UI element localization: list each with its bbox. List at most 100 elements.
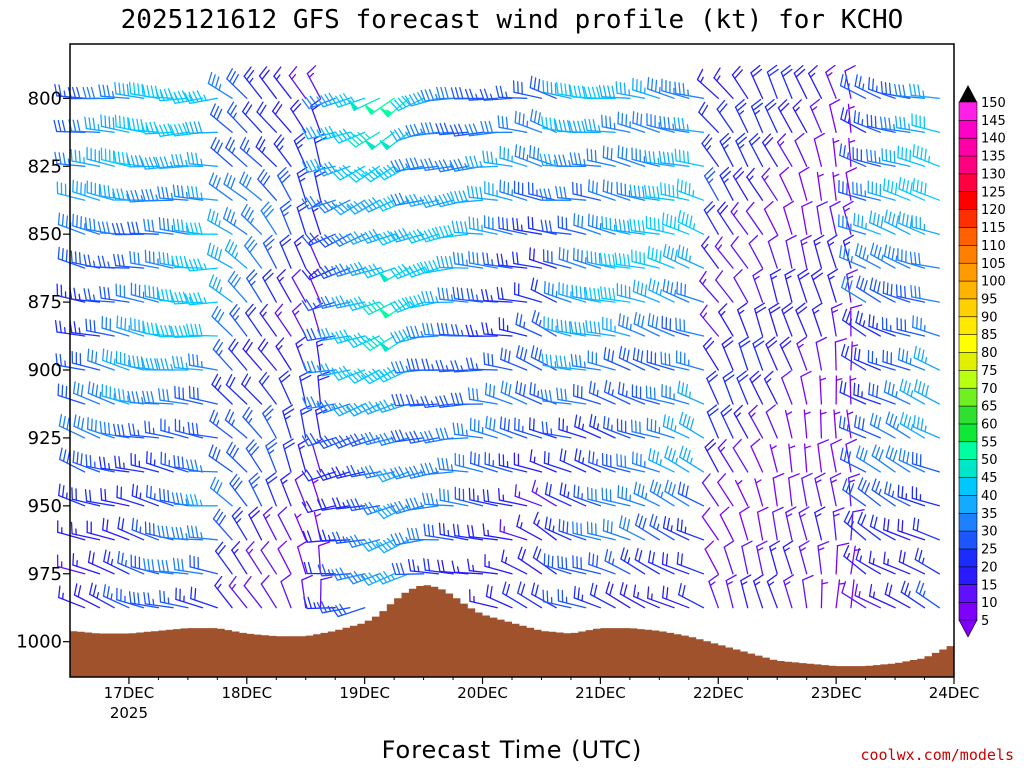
- barb-flag: [266, 476, 278, 485]
- credit-link[interactable]: coolwx.com/models: [860, 746, 1014, 764]
- barb-half-flag: [628, 89, 631, 97]
- barb-flag: [854, 243, 859, 256]
- wind-barb: [171, 355, 204, 371]
- wind-barb: [127, 390, 160, 405]
- barb-flag: [532, 546, 538, 559]
- barb-flag: [605, 216, 608, 230]
- barb-flag: [338, 166, 349, 177]
- wind-barb: [228, 338, 248, 371]
- barb-half-flag: [895, 391, 898, 399]
- barb-flag: [256, 101, 264, 113]
- barb-flag: [664, 183, 667, 196]
- barb-flag: [565, 557, 568, 570]
- barb-flag: [909, 251, 913, 265]
- barb-half-flag: [405, 163, 410, 170]
- barb-flag: [158, 217, 161, 230]
- barb-flag: [316, 297, 324, 309]
- barb-flag: [262, 506, 273, 516]
- barb-flag: [514, 144, 518, 157]
- barb-flag: [324, 93, 332, 105]
- colorbar-label: 110: [981, 239, 1006, 254]
- barb-flag: [653, 217, 656, 231]
- wind-barb: [231, 541, 248, 575]
- wind-barb: [717, 439, 734, 473]
- barb-flag: [132, 355, 136, 368]
- barb-flag: [331, 438, 340, 449]
- wind-barb: [529, 75, 557, 99]
- barb-flag: [916, 416, 920, 430]
- barb-flag: [573, 484, 576, 498]
- wind-barb: [570, 353, 602, 371]
- barb-flag: [869, 412, 874, 426]
- barb-flag: [531, 310, 536, 323]
- barb-flag: [156, 288, 161, 302]
- barb-flag: [656, 186, 660, 199]
- barb-flag: [713, 67, 721, 79]
- wind-barb: [788, 473, 800, 507]
- wind-barb: [589, 582, 616, 609]
- wind-barb: [701, 133, 719, 167]
- barb-flag: [681, 584, 686, 598]
- colorbar-swatch: [958, 441, 978, 460]
- barb-flag: [417, 294, 424, 306]
- barb-flag: [229, 104, 237, 116]
- wind-barb: [801, 472, 813, 507]
- wind-barb: [781, 370, 793, 405]
- barb-flag: [894, 182, 898, 196]
- wind-barb: [188, 385, 218, 405]
- barb-flag: [186, 323, 190, 336]
- colorbar-label: 70: [981, 382, 998, 397]
- barb-flag: [176, 219, 180, 232]
- wind-barb: [574, 448, 602, 473]
- barb-flag: [873, 414, 878, 428]
- barb-flag: [397, 265, 407, 277]
- barb-flag: [546, 590, 549, 604]
- wind-barb: [733, 404, 749, 439]
- barb-flag: [229, 473, 238, 485]
- barb-half-flag: [748, 175, 754, 182]
- barb-flag: [564, 320, 568, 334]
- barb-flag: [301, 300, 310, 312]
- barb-half-flag: [732, 209, 738, 216]
- barb-flag: [885, 445, 891, 458]
- barb-half-flag: [78, 327, 81, 335]
- barb-half-flag: [858, 591, 861, 598]
- barb-flag: [360, 504, 369, 516]
- barb-flag: [314, 137, 326, 144]
- barb-flag: [383, 232, 392, 243]
- barb-flag: [902, 84, 906, 98]
- wind-barb: [114, 81, 145, 99]
- barb-flag: [588, 380, 592, 394]
- barb-flag: [717, 439, 727, 449]
- wind-barb: [86, 520, 115, 541]
- wind-barb: [716, 201, 734, 235]
- wind-barb: [224, 239, 248, 269]
- barb-half-flag: [581, 457, 585, 465]
- barb-flag: [622, 347, 626, 361]
- barb-flag: [150, 85, 155, 98]
- barb-flag: [227, 241, 235, 254]
- barb-flag: [912, 144, 915, 157]
- barb-flag: [310, 360, 317, 373]
- wind-barb: [740, 574, 752, 609]
- barb-flag: [850, 304, 863, 309]
- barb-flag: [548, 220, 553, 233]
- barb-flag: [80, 384, 84, 398]
- wind-barb: [57, 383, 86, 405]
- barb-flag: [197, 121, 203, 134]
- barb-flag: [88, 117, 92, 130]
- barb-flag: [560, 388, 563, 401]
- wind-barb: [316, 468, 351, 481]
- barb-flag: [640, 113, 643, 127]
- wind-barb: [375, 164, 410, 181]
- wind-barb: [291, 269, 307, 303]
- barb-flag: [360, 305, 370, 316]
- barb-flag: [281, 174, 291, 184]
- barb-flag: [836, 542, 850, 547]
- wind-barb: [117, 516, 145, 541]
- barb-flag: [437, 559, 441, 573]
- barb-flag: [165, 186, 169, 200]
- barb-flag: [245, 176, 252, 189]
- barb-flag: [703, 201, 713, 211]
- barb-flag: [504, 349, 507, 362]
